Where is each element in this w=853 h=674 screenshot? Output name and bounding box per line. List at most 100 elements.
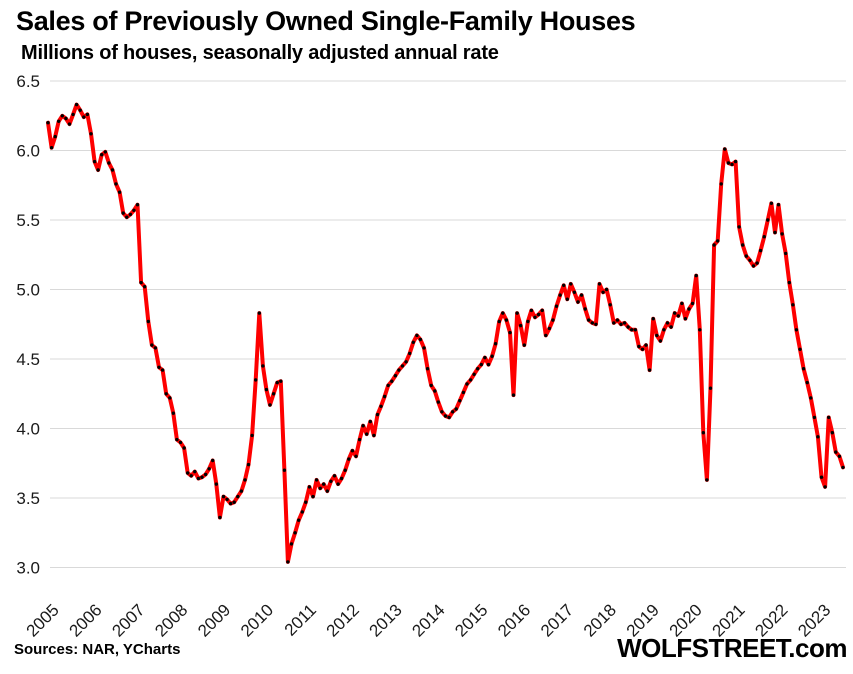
data-point-marker <box>314 478 319 482</box>
data-point-marker <box>203 472 208 477</box>
data-point-marker <box>708 386 713 390</box>
data-point-marker <box>214 482 218 486</box>
data-point-marker <box>776 203 781 207</box>
sales-line <box>46 102 845 564</box>
data-point-marker <box>690 301 695 306</box>
data-point-marker <box>458 399 462 403</box>
data-point-marker <box>554 304 559 308</box>
data-point-marker <box>608 303 612 307</box>
data-point-marker <box>515 311 519 315</box>
data-point-marker <box>382 394 387 399</box>
data-point-marker <box>411 340 415 344</box>
y-tick-label: 5.5 <box>16 211 40 230</box>
data-point-marker <box>440 410 444 414</box>
data-point-marker <box>819 475 824 479</box>
data-point-marker <box>221 494 226 499</box>
data-point-marker <box>175 437 179 442</box>
data-point-marker <box>193 469 197 474</box>
data-point-marker <box>268 403 272 407</box>
x-tick-label: 2007 <box>108 600 148 640</box>
x-tick-label: 2015 <box>451 600 491 640</box>
data-point-marker <box>604 287 609 292</box>
data-point-marker <box>780 232 784 236</box>
data-point-marker <box>637 344 641 349</box>
data-point-marker <box>300 510 304 514</box>
data-point-marker <box>361 424 365 428</box>
data-point-marker <box>225 497 229 502</box>
data-point-marker <box>454 407 458 411</box>
data-point-marker <box>318 486 322 490</box>
x-tick-label: 2014 <box>408 600 448 640</box>
data-point-marker <box>307 485 312 489</box>
data-point-marker <box>74 102 79 107</box>
data-point-marker <box>200 475 204 479</box>
wolfstreet-logo: WOLFSTREET.com <box>617 633 847 663</box>
data-point-marker <box>293 531 297 535</box>
data-point-marker <box>286 560 290 564</box>
data-point-marker <box>71 112 75 117</box>
data-point-marker <box>579 293 584 297</box>
data-point-marker <box>182 446 186 450</box>
data-point-marker <box>823 485 827 489</box>
data-point-marker <box>640 347 645 351</box>
data-point-marker <box>257 311 261 315</box>
data-point-marker <box>325 489 329 493</box>
data-point-marker <box>540 308 544 313</box>
data-point-marker <box>597 282 602 286</box>
data-point-marker <box>443 414 448 418</box>
data-point-marker <box>741 243 745 247</box>
x-tick-label: 2017 <box>537 600 577 640</box>
data-point-marker <box>730 162 734 167</box>
data-point-marker <box>633 328 637 332</box>
data-point-marker <box>53 134 57 139</box>
data-point-marker <box>612 321 616 325</box>
data-point-marker <box>357 437 362 442</box>
data-point-marker <box>719 182 723 186</box>
data-point-marker <box>716 239 720 243</box>
data-point-marker <box>121 211 125 215</box>
data-point-marker <box>737 225 741 229</box>
data-point-marker <box>698 328 702 332</box>
data-point-marker <box>547 326 552 331</box>
data-point-marker <box>587 318 591 322</box>
data-point-marker <box>658 339 663 343</box>
data-point-marker <box>841 465 845 470</box>
data-point-marker <box>279 379 283 383</box>
data-point-marker <box>504 318 509 322</box>
data-point-marker <box>400 364 405 368</box>
x-tick-label: 2006 <box>66 600 106 640</box>
data-point-marker <box>82 115 86 119</box>
y-tick-label: 3.0 <box>16 559 40 578</box>
data-point-marker <box>465 382 469 386</box>
data-point-marker <box>103 150 108 154</box>
data-point-marker <box>322 482 326 486</box>
data-point-marker <box>558 293 562 297</box>
data-point-marker <box>404 360 408 364</box>
data-point-marker <box>784 251 788 256</box>
data-point-marker <box>748 258 752 262</box>
y-tick-label: 6.5 <box>16 72 40 91</box>
data-point-marker <box>572 290 577 294</box>
data-point-marker <box>744 254 748 258</box>
data-point-marker <box>493 342 498 346</box>
data-point-marker <box>117 190 122 194</box>
data-point-marker <box>415 333 419 338</box>
data-point-marker <box>669 325 673 329</box>
data-point-marker <box>132 208 136 212</box>
chart-subtitle: Millions of houses, seasonally adjusted … <box>21 42 499 64</box>
data-point-marker <box>429 383 433 388</box>
sources-note: Sources: NAR, YCharts <box>14 641 181 658</box>
x-tick-label: 2005 <box>23 600 63 640</box>
data-point-marker <box>368 419 372 424</box>
x-tick-label: 2010 <box>237 600 277 640</box>
data-point-marker <box>60 114 64 118</box>
data-point-marker <box>311 494 315 499</box>
x-tick-label: 2012 <box>323 600 363 640</box>
data-point-marker <box>271 392 276 396</box>
data-point-marker <box>468 378 473 382</box>
data-point-marker <box>146 319 150 324</box>
data-point-marker <box>178 440 183 445</box>
data-point-marker <box>393 374 398 378</box>
data-point-marker <box>733 159 738 164</box>
y-tick-label: 4.5 <box>16 350 40 369</box>
